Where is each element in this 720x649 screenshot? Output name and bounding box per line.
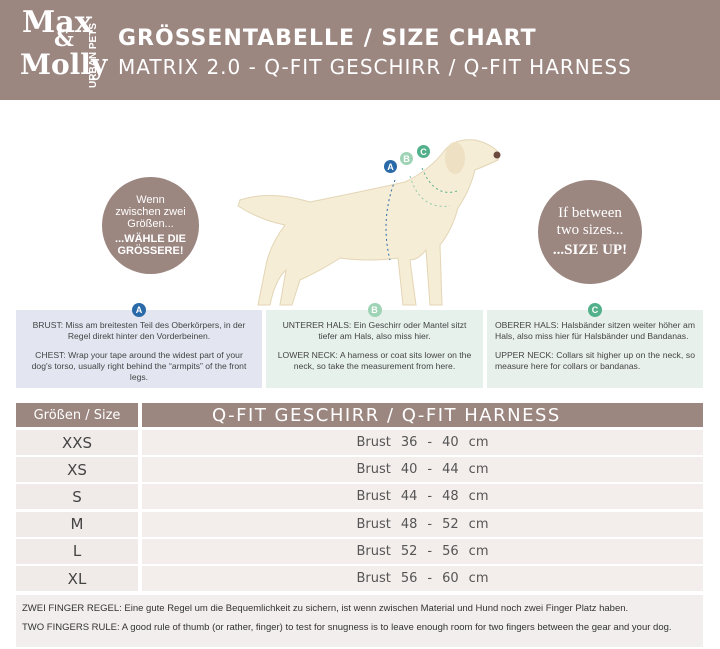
cell-sep: - [427,435,433,450]
table-header-product: Q-FIT GESCHIRR / Q-FIT HARNESS [142,403,703,427]
measure-desc: Wrap your tape around the widest part of… [31,350,247,382]
cell-unit: cm [468,516,489,532]
measure-desc: Halsbänder sitzen weiter höher am Hals, … [495,320,695,341]
cell-sep: - [427,543,433,559]
measure-text: BRUST: Miss am breitesten Teil des Oberk… [24,320,254,342]
measure-term: BRUST: [32,320,64,330]
cell-max: 60 [442,571,459,586]
footer-line: ZWEI FINGER REGEL: Eine gute Regel um di… [22,603,697,614]
measure-box: OBERER HALS: Halsbänder sitzen weiter hö… [487,310,703,388]
dog-ear [445,142,465,174]
measure-text: UPPER NECK: Collars sit higher up on the… [495,350,695,372]
measure-cell: Brust 40-44 cm [142,457,703,483]
dog-marker: C [417,145,430,158]
cell-unit: cm [468,435,489,450]
title: GRÖSSENTABELLE / SIZE CHART [118,26,537,51]
cell-sep: - [427,462,433,478]
cell-sep: - [427,516,433,532]
measure-marker: C [588,303,602,317]
cell-unit: cm [468,543,489,559]
measure-cell: Brust 52-56 cm [142,538,703,564]
cell-sep: - [427,571,433,586]
measure-cell: Brust 36-40 cm [142,430,703,455]
footer-line: TWO FINGERS RULE: A good rule of thumb (… [22,622,697,633]
measure-cell: Brust 44-48 cm [142,484,703,510]
logo-line1: Max [22,5,93,40]
cell-min: 52 [400,543,418,559]
measure-term: OBERER HALS: [495,320,559,330]
bubble-text: If between two sizes... [556,205,624,238]
cell-min: 44 [400,489,418,505]
table-header-size: Größen / Size [16,403,138,427]
cell-measure: Brust [356,462,391,478]
measure-desc: Collars sit higher up on the neck, so me… [495,350,695,371]
size-cell: XL [16,566,138,591]
measure-term: UPPER NECK: [495,350,554,360]
size-cell: L [16,538,138,564]
cell-measure: Brust [356,435,391,450]
footer-text: A good rule of thumb (or rather, finger)… [121,622,672,633]
cell-sep: - [427,489,433,505]
measure-term: CHEST: [35,350,66,360]
size-cell: M [16,511,138,537]
measure-text: OBERER HALS: Halsbänder sitzen weiter hö… [495,320,695,342]
measure-desc: A harness or coat sits lower on the neck… [293,350,472,371]
measure-text: CHEST: Wrap your tape around the widest … [24,350,254,383]
measure-box: UNTERER HALS: Ein Geschirr oder Mantel s… [266,310,483,388]
cell-measure: Brust [356,489,391,505]
measure-desc: Miss am breitesten Teil des Oberkörpers,… [65,320,246,341]
subtitle: MATRIX 2.0 - Q-FIT GESCHIRR / Q-FIT HARN… [118,55,632,79]
cell-max: 48 [442,489,459,505]
dog-illustration [237,139,501,306]
cell-measure: Brust [356,516,391,532]
bubble-text: Wenn zwischen zwei Größen... [115,194,186,230]
cell-min: 36 [400,435,418,450]
size-cell: XXS [16,430,138,455]
upper-neck-line [421,167,461,193]
cell-max: 52 [442,516,459,532]
dog-marker: A [384,160,397,173]
chest-line [385,179,396,261]
lower-neck-line [409,175,451,207]
cell-measure: Brust [356,543,391,559]
measure-cell: Brust 56-60 cm [142,566,703,591]
bubble: Wenn zwischen zwei Größen... ...WÄHLE DIE… [102,177,199,274]
cell-max: 40 [442,435,459,450]
cell-max: 56 [442,543,459,559]
cell-unit: cm [468,489,489,505]
measure-cell: Brust 48-52 cm [142,511,703,537]
logo-amp: & [54,26,74,52]
cell-unit: cm [468,571,489,586]
cell-measure: Brust [356,571,391,586]
dog-nose [493,151,501,159]
logo-line2: Molly [20,48,108,81]
measure-box: BRUST: Miss am breitesten Teil des Oberk… [16,310,262,388]
footer-term: TWO FINGERS RULE: [22,622,120,633]
measure-desc: Ein Geschirr oder Mantel sitzt tiefer am… [318,320,467,341]
measure-term: LOWER NECK: [277,350,338,360]
measure-text: UNTERER HALS: Ein Geschirr oder Mantel s… [274,320,475,342]
cell-min: 56 [400,571,418,586]
cell-unit: cm [468,462,489,478]
bubble-emphasis: ...SIZE UP! [552,242,628,258]
measure-marker: A [132,303,146,317]
cell-min: 40 [400,462,418,478]
footer-term: ZWEI FINGER REGEL: [22,603,122,614]
bubble: If between two sizes... ...SIZE UP! [538,180,642,284]
logo-tagline: URBAN PETS [88,22,99,88]
header: Max & Molly URBAN PETS GRÖSSENTABELLE / SIZE… [0,0,720,100]
dog [237,139,501,306]
bubble-emphasis: ...WÄHLE DIE GRÖSSERE! [115,233,186,257]
size-cell: S [16,484,138,510]
size-cell: XS [16,457,138,483]
measure-text: LOWER NECK: A harness or coat sits lower… [274,350,475,372]
cell-min: 48 [400,516,418,532]
measure-term: UNTERER HALS: [282,320,352,330]
cell-max: 44 [442,462,459,478]
footer-text: Eine gute Regel um die Bequemlichkeit zu… [124,603,629,614]
dog-marker: B [400,152,413,165]
footer: ZWEI FINGER REGEL: Eine gute Regel um di… [16,595,703,647]
measure-marker: B [367,303,382,317]
